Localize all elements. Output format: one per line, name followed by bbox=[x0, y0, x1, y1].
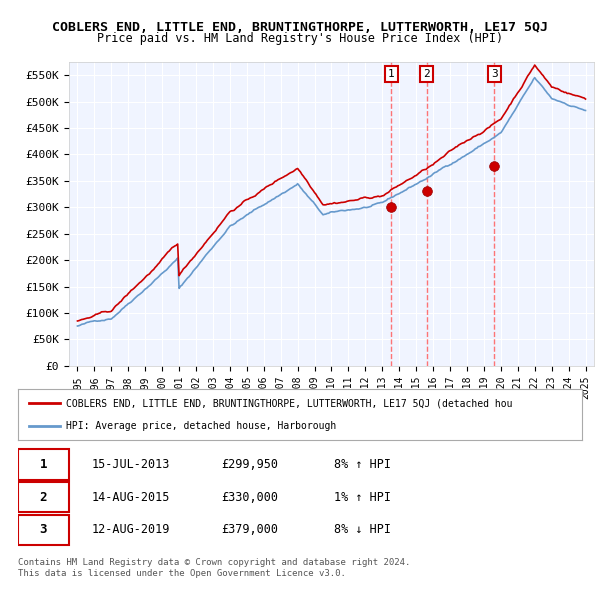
Text: 1: 1 bbox=[388, 69, 395, 79]
Text: COBLERS END, LITTLE END, BRUNTINGTHORPE, LUTTERWORTH, LE17 5QJ: COBLERS END, LITTLE END, BRUNTINGTHORPE,… bbox=[52, 21, 548, 34]
Text: £330,000: £330,000 bbox=[221, 490, 278, 504]
Text: 8% ↑ HPI: 8% ↑ HPI bbox=[334, 458, 391, 471]
FancyBboxPatch shape bbox=[18, 514, 69, 545]
Text: 2: 2 bbox=[40, 490, 47, 504]
Text: 2: 2 bbox=[424, 69, 430, 79]
Text: HPI: Average price, detached house, Harborough: HPI: Average price, detached house, Harb… bbox=[66, 421, 336, 431]
Text: 15-JUL-2013: 15-JUL-2013 bbox=[91, 458, 170, 471]
Text: 1: 1 bbox=[40, 458, 47, 471]
Text: 14-AUG-2015: 14-AUG-2015 bbox=[91, 490, 170, 504]
Text: 3: 3 bbox=[491, 69, 498, 79]
Text: 12-AUG-2019: 12-AUG-2019 bbox=[91, 523, 170, 536]
Text: 1% ↑ HPI: 1% ↑ HPI bbox=[334, 490, 391, 504]
FancyBboxPatch shape bbox=[18, 449, 69, 480]
Text: £379,000: £379,000 bbox=[221, 523, 278, 536]
Text: Contains HM Land Registry data © Crown copyright and database right 2024.: Contains HM Land Registry data © Crown c… bbox=[18, 558, 410, 566]
Text: 3: 3 bbox=[40, 523, 47, 536]
Text: This data is licensed under the Open Government Licence v3.0.: This data is licensed under the Open Gov… bbox=[18, 569, 346, 578]
Text: £299,950: £299,950 bbox=[221, 458, 278, 471]
FancyBboxPatch shape bbox=[18, 482, 69, 512]
Text: Price paid vs. HM Land Registry's House Price Index (HPI): Price paid vs. HM Land Registry's House … bbox=[97, 32, 503, 45]
Text: 8% ↓ HPI: 8% ↓ HPI bbox=[334, 523, 391, 536]
Text: COBLERS END, LITTLE END, BRUNTINGTHORPE, LUTTERWORTH, LE17 5QJ (detached hou: COBLERS END, LITTLE END, BRUNTINGTHORPE,… bbox=[66, 398, 512, 408]
